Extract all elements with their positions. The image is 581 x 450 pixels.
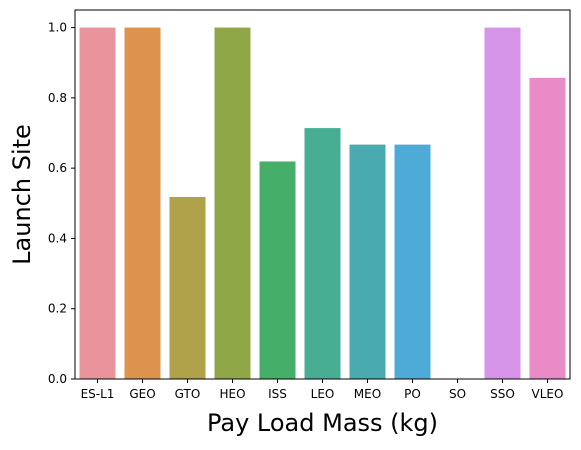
- bar-leo: [304, 128, 341, 379]
- x-tick-label: ISS: [268, 387, 287, 401]
- x-tick-label: VLEO: [532, 387, 564, 401]
- bar-heo: [214, 27, 251, 379]
- y-tick-label: 0.6: [48, 161, 67, 175]
- x-tick-label: MEO: [354, 387, 381, 401]
- x-tick-label: HEO: [219, 387, 245, 401]
- x-tick-label: LEO: [311, 387, 335, 401]
- y-tick-label: 0.4: [48, 231, 67, 245]
- bars-layer: [79, 27, 566, 379]
- x-axis-ticks: ES-L1 GEO GTO HEO ISS LEO MEO PO SO SSO VLEO: [81, 379, 564, 401]
- bar-vleo: [529, 77, 566, 379]
- y-axis-title: Launch Site: [8, 124, 36, 265]
- bar-es-l1: [79, 27, 116, 379]
- bar-po: [394, 144, 431, 379]
- bar-meo: [349, 144, 386, 379]
- y-tick-label: 0.8: [48, 91, 67, 105]
- bar-sso: [484, 27, 521, 379]
- x-tick-label: GTO: [175, 387, 201, 401]
- bar-iss: [259, 161, 296, 379]
- x-axis-title: Pay Load Mass (kg): [207, 409, 438, 437]
- x-tick-label: SSO: [490, 387, 515, 401]
- x-tick-label: SO: [449, 387, 466, 401]
- y-tick-label: 0.2: [48, 302, 67, 316]
- bar-gto: [169, 196, 206, 379]
- x-tick-label: ES-L1: [81, 387, 115, 401]
- x-tick-label: GEO: [129, 387, 155, 401]
- y-tick-label: 0.0: [48, 372, 67, 386]
- plot-frame: [74, 9, 571, 380]
- x-tick-label: PO: [404, 387, 421, 401]
- bar-geo: [124, 27, 161, 379]
- y-axis-ticks: 0.0 0.2 0.4 0.6 0.8 1.0: [48, 21, 75, 386]
- y-tick-label: 1.0: [48, 21, 67, 35]
